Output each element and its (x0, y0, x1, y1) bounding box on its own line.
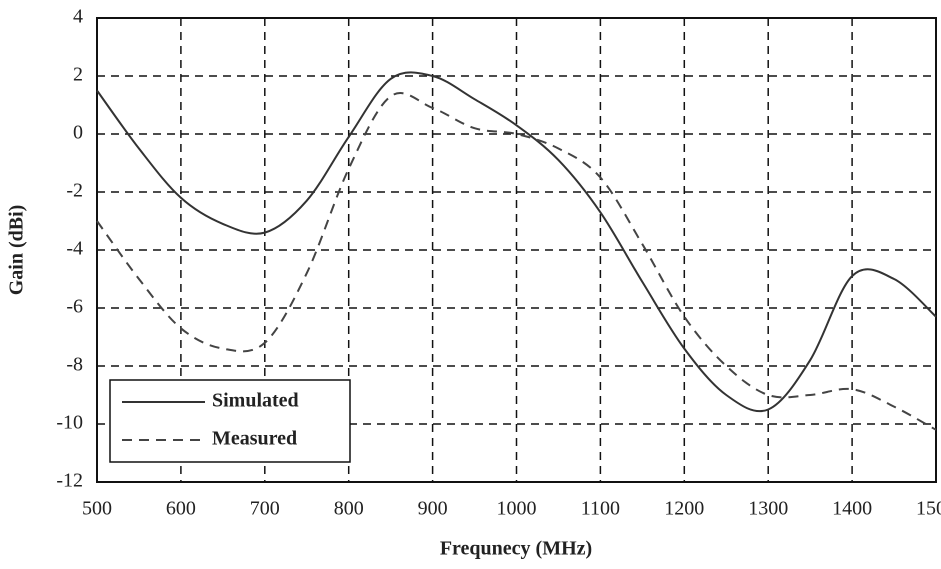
x-tick-label: 1000 (497, 498, 537, 520)
legend-label: Simulated (212, 390, 299, 412)
y-tick-label: -6 (66, 296, 83, 318)
legend-label: Measured (212, 428, 297, 450)
x-tick-label: 1300 (748, 498, 788, 520)
x-tick-label: 1100 (581, 498, 620, 520)
x-tick-label: 800 (334, 498, 364, 520)
y-tick-label: -8 (66, 354, 83, 376)
x-tick-label: 700 (250, 498, 280, 520)
series-line (96, 92, 937, 431)
x-tick-label: 1400 (832, 498, 872, 520)
y-tick-label: -10 (56, 412, 83, 434)
series-line (96, 71, 937, 413)
y-tick-label: -2 (66, 180, 83, 202)
x-tick-label: 600 (166, 498, 196, 520)
plot-frame (96, 17, 937, 483)
y-axis-title: Gain (dBi) (6, 205, 28, 296)
legend-box (109, 379, 351, 463)
y-tick-label: 4 (73, 6, 83, 28)
x-tick-label: 1500 (916, 498, 941, 520)
x-tick-label: 900 (418, 498, 448, 520)
y-tick-label: -12 (56, 470, 83, 492)
y-tick-label: 2 (73, 64, 83, 86)
x-axis-title: Frequnecy (MHz) (440, 538, 592, 560)
x-tick-label: 1200 (664, 498, 704, 520)
y-tick-label: -4 (66, 238, 83, 260)
y-tick-label: 0 (73, 122, 83, 144)
x-tick-label: 500 (82, 498, 112, 520)
